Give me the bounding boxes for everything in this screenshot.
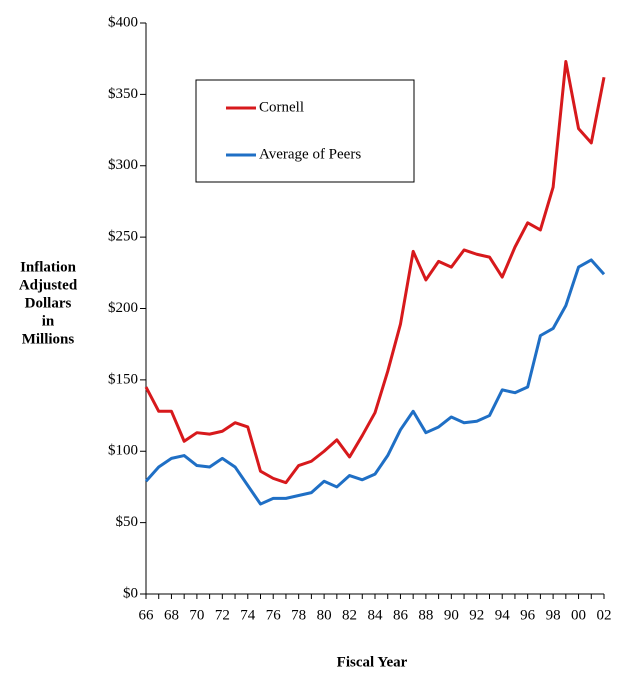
x-tick-label: 80	[317, 607, 332, 623]
y-tick-label: $50	[116, 514, 139, 530]
x-tick-label: 76	[266, 607, 282, 623]
x-tick-label: 86	[393, 607, 409, 623]
x-tick-label: 94	[495, 607, 511, 623]
y-tick-label: $300	[108, 157, 138, 173]
y-axis-label: in	[42, 313, 55, 329]
y-tick-label: $200	[108, 300, 138, 316]
x-tick-label: 90	[444, 607, 459, 623]
x-axis-label: Fiscal Year	[337, 654, 408, 670]
y-axis-label: Dollars	[25, 295, 72, 311]
x-tick-label: 00	[571, 607, 586, 623]
x-tick-label: 68	[164, 607, 179, 623]
y-axis-label: Millions	[22, 331, 75, 347]
x-tick-label: 98	[546, 607, 561, 623]
x-tick-label: 84	[368, 607, 384, 623]
x-tick-label: 70	[189, 607, 204, 623]
y-tick-label: $0	[123, 585, 138, 601]
y-tick-label: $400	[108, 14, 138, 30]
y-tick-label: $350	[108, 86, 138, 102]
x-tick-label: 74	[240, 607, 256, 623]
y-tick-label: $150	[108, 371, 138, 387]
x-tick-label: 96	[520, 607, 536, 623]
y-axis-label: Inflation	[20, 259, 77, 275]
x-tick-label: 02	[597, 607, 612, 623]
x-tick-label: 72	[215, 607, 230, 623]
legend: Cornell Average of Peers	[195, 79, 415, 183]
legend-label: Cornell	[259, 99, 304, 115]
x-tick-label: 78	[291, 607, 306, 623]
y-tick-label: $250	[108, 229, 138, 245]
y-tick-label: $100	[108, 443, 138, 459]
legend-label: Average of Peers	[259, 146, 361, 162]
legend-box	[195, 79, 415, 183]
x-tick-label: 92	[469, 607, 484, 623]
x-tick-label: 88	[418, 607, 433, 623]
x-tick-label: 82	[342, 607, 357, 623]
y-axis-label: Adjusted	[19, 277, 78, 293]
series-line	[144, 258, 606, 506]
series-line	[144, 60, 606, 485]
x-tick-label: 66	[139, 607, 155, 623]
